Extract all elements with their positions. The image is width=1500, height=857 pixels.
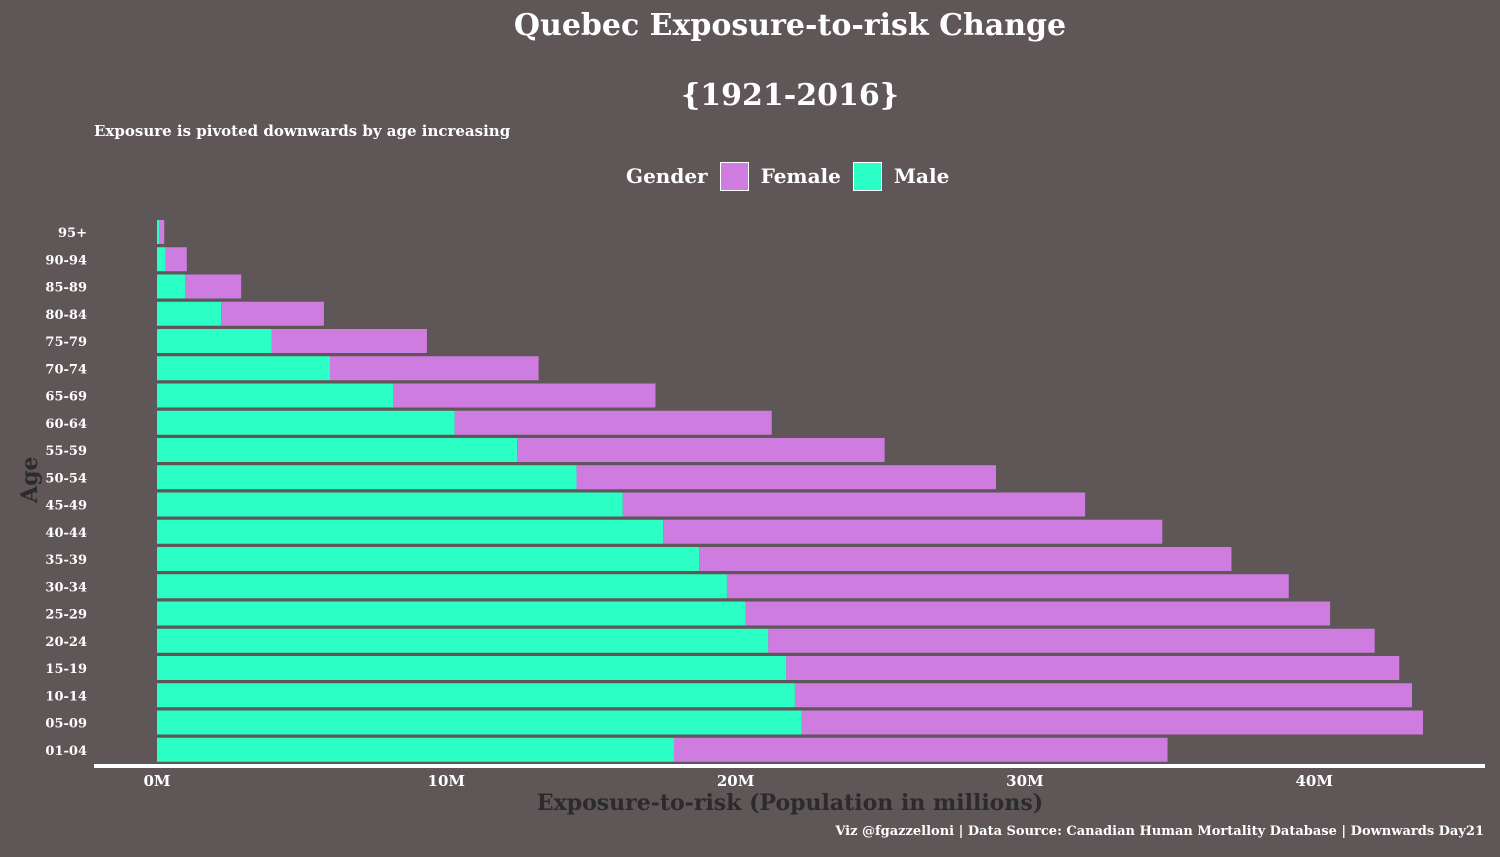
y-tick-label: 95+ bbox=[58, 226, 87, 241]
legend-title: Gender bbox=[626, 164, 708, 188]
bar-male-30-34 bbox=[157, 574, 727, 599]
bar-female-70-74 bbox=[330, 356, 539, 381]
bar-female-90-94 bbox=[165, 247, 187, 272]
y-tick-label: 50-54 bbox=[45, 471, 87, 486]
bar-male-01-04 bbox=[157, 737, 674, 762]
bar-female-95+ bbox=[159, 220, 165, 244]
chart-subtitle: Exposure is pivoted downwards by age inc… bbox=[94, 122, 511, 140]
bar-female-85-89 bbox=[185, 274, 242, 299]
bar-male-50-54 bbox=[157, 465, 577, 490]
bar-male-90-94 bbox=[157, 247, 166, 272]
y-tick-label: 65-69 bbox=[45, 390, 87, 405]
y-tick-label: 01-04 bbox=[45, 744, 87, 759]
bar-female-75-79 bbox=[271, 329, 427, 353]
bar-female-65-69 bbox=[393, 383, 656, 408]
bar-male-05-09 bbox=[157, 710, 802, 735]
x-tick-label: 40M bbox=[1295, 772, 1332, 790]
chart-title: Quebec Exposure-to-risk Change bbox=[513, 8, 1067, 43]
y-tick-label: 05-09 bbox=[45, 717, 87, 732]
caption: Viz @fgazzelloni | Data Source: Canadian… bbox=[835, 824, 1484, 839]
y-tick-label: 30-34 bbox=[45, 580, 87, 595]
bar-female-01-04 bbox=[673, 737, 1168, 762]
bar-male-75-79 bbox=[157, 329, 272, 353]
bar-female-45-49 bbox=[622, 492, 1086, 517]
bar-male-15-19 bbox=[157, 656, 787, 680]
bar-female-40-44 bbox=[663, 519, 1163, 544]
legend: Gender Female Male bbox=[626, 160, 961, 192]
bar-male-20-24 bbox=[157, 628, 769, 653]
bar-female-05-09 bbox=[801, 710, 1423, 735]
bar-male-10-14 bbox=[157, 683, 795, 708]
y-tick-label: 10-14 bbox=[45, 689, 87, 704]
y-tick-label: 20-24 bbox=[45, 635, 87, 650]
y-tick-label: 80-84 bbox=[45, 308, 87, 323]
y-tick-label: 55-59 bbox=[45, 444, 87, 459]
legend-label-female: Female bbox=[760, 164, 841, 188]
y-axis-title: Age bbox=[17, 456, 43, 503]
chart-title-years: {1921-2016} bbox=[680, 78, 900, 113]
x-tick-label: 0M bbox=[143, 772, 170, 790]
bar-male-65-69 bbox=[157, 383, 394, 408]
y-tick-label: 40-44 bbox=[45, 526, 87, 541]
bar-female-55-59 bbox=[517, 438, 885, 462]
bar-male-85-89 bbox=[157, 274, 186, 299]
bar-male-55-59 bbox=[157, 438, 518, 462]
bar-female-80-84 bbox=[221, 301, 324, 326]
bar-female-30-34 bbox=[726, 574, 1289, 599]
legend-key-male bbox=[852, 161, 882, 191]
y-tick-label: 45-49 bbox=[45, 499, 87, 514]
bar-female-10-14 bbox=[794, 683, 1412, 708]
bar-female-35-39 bbox=[699, 547, 1232, 571]
bar-male-45-49 bbox=[157, 492, 623, 517]
legend-key-female bbox=[719, 161, 749, 191]
x-tick-label: 30M bbox=[1006, 772, 1043, 790]
y-tick-label: 90-94 bbox=[45, 253, 87, 268]
bar-male-95+ bbox=[157, 220, 160, 244]
bar-female-50-54 bbox=[576, 465, 996, 490]
bar-male-70-74 bbox=[157, 356, 331, 381]
y-tick-label: 60-64 bbox=[45, 417, 87, 432]
bar-male-25-29 bbox=[157, 601, 746, 626]
x-axis-title: Exposure-to-risk (Population in millions… bbox=[536, 790, 1044, 816]
bar-male-35-39 bbox=[157, 547, 700, 571]
y-tick-label: 75-79 bbox=[45, 335, 87, 350]
x-tick-label: 10M bbox=[428, 772, 465, 790]
y-tick-label: 85-89 bbox=[45, 281, 87, 296]
bar-male-80-84 bbox=[157, 301, 222, 326]
bar-male-60-64 bbox=[157, 410, 455, 435]
legend-label-male: Male bbox=[893, 164, 950, 188]
bar-female-60-64 bbox=[454, 410, 772, 435]
bar-female-15-19 bbox=[786, 656, 1400, 680]
y-tick-label: 15-19 bbox=[45, 662, 87, 677]
bar-male-40-44 bbox=[157, 519, 664, 544]
bar-female-20-24 bbox=[768, 628, 1375, 653]
y-tick-label: 70-74 bbox=[45, 362, 87, 377]
y-tick-label: 25-29 bbox=[45, 608, 87, 623]
y-tick-label: 35-39 bbox=[45, 553, 87, 568]
bar-female-25-29 bbox=[745, 601, 1331, 626]
x-tick-label: 20M bbox=[717, 772, 754, 790]
